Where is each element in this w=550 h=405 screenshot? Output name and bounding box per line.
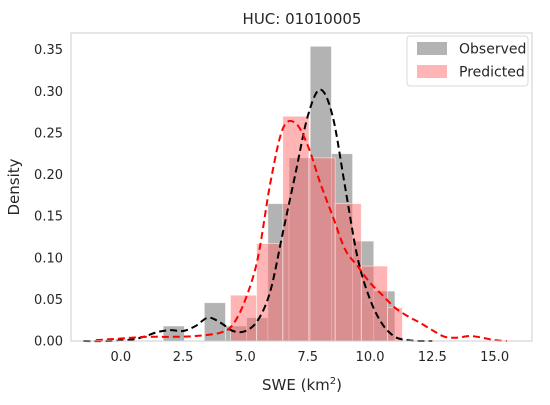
kde-line-observed xyxy=(83,88,433,343)
histogram-bar-predicted xyxy=(282,115,310,342)
y-tick-label: 0.35 xyxy=(34,43,63,58)
x-axis-label-superscript: 2 xyxy=(330,376,336,387)
chart-title: HUC: 01010005 xyxy=(243,10,362,28)
x-axis-label-base: SWE (km xyxy=(262,376,330,394)
y-tick-label: 0.25 xyxy=(34,126,63,141)
y-tick-label: 0.00 xyxy=(34,335,63,350)
histogram-bar-observed xyxy=(162,325,185,342)
plot-area xyxy=(83,45,508,343)
plot-frame xyxy=(70,32,533,342)
legend-label-predicted: Predicted xyxy=(459,65,525,81)
predicted-histogram xyxy=(230,115,403,342)
x-tick-label: 15.0 xyxy=(480,350,509,365)
x-axis-label: SWE (km2) xyxy=(262,376,342,394)
histogram-bar-predicted xyxy=(387,307,403,342)
x-tick-label: 12.5 xyxy=(418,350,447,365)
x-tick-label: 2.5 xyxy=(173,350,194,365)
y-axis-label: Density xyxy=(5,158,23,215)
legend-label-observed: Observed xyxy=(459,42,526,58)
histogram-bar-predicted xyxy=(308,157,336,342)
x-tick-label: 0.0 xyxy=(110,350,131,365)
y-tick-label: 0.30 xyxy=(34,85,63,100)
histogram-bar-predicted xyxy=(256,243,284,342)
legend-swatch-predicted xyxy=(417,65,447,78)
legend-swatch-observed xyxy=(417,42,447,55)
y-tick-label: 0.05 xyxy=(34,293,63,308)
y-tick-label: 0.10 xyxy=(34,251,63,266)
x-tick-label: 10.0 xyxy=(356,350,385,365)
histogram-bar-predicted xyxy=(334,203,362,342)
y-axis-ticks: 0.00 0.05 0.10 0.15 0.20 0.25 0.30 0.35 xyxy=(34,43,63,349)
x-tick-label: 7.5 xyxy=(297,350,318,365)
legend: Observed Predicted xyxy=(406,35,529,87)
x-tick-label: 5.0 xyxy=(235,350,256,365)
x-axis-label-tail: ) xyxy=(336,376,342,394)
x-axis-ticks: 0.0 2.5 5.0 7.5 10.0 12.5 15.0 xyxy=(110,350,509,365)
y-tick-label: 0.15 xyxy=(34,210,63,225)
y-tick-label: 0.20 xyxy=(34,168,63,183)
kde-curves xyxy=(83,88,508,343)
